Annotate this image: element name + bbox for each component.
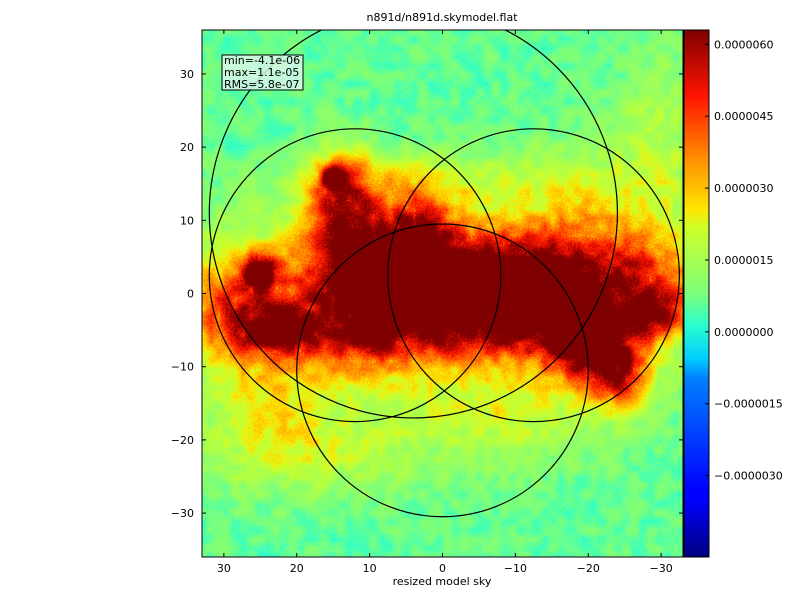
x-tick-label: −10 xyxy=(504,562,527,575)
y-tick-label: 0 xyxy=(187,288,194,301)
stats-max: max=1.1e-05 xyxy=(224,66,299,79)
x-tick-label: 30 xyxy=(217,562,231,575)
colorbar-tick-label: 0.0000000 xyxy=(714,326,774,339)
y-tick-label: 10 xyxy=(180,214,194,227)
x-tick-label: −20 xyxy=(577,562,600,575)
beam-circle xyxy=(208,128,502,423)
chart-title: n891d/n891d.skymodel.flat xyxy=(366,11,518,24)
colorbar-tick-label: 0.0000045 xyxy=(714,110,774,123)
stats-box: min=-4.1e-06 max=1.1e-05 RMS=5.8e-07 xyxy=(221,54,304,91)
colorbar-tick-label: 0.0000060 xyxy=(714,38,774,51)
beam-circle xyxy=(296,223,589,518)
y-tick-label: −10 xyxy=(171,361,194,374)
x-tick-label: 10 xyxy=(363,562,377,575)
x-tick-label: 20 xyxy=(290,562,304,575)
x-axis: 30 20 10 0 −10 −20 −30 xyxy=(217,30,673,575)
colorbar-tick-label: 0.0000030 xyxy=(714,182,774,195)
y-tick-label: 20 xyxy=(180,141,194,154)
stats-rms: RMS=5.8e-07 xyxy=(224,78,300,91)
colorbar-axis: 0.0000060 0.0000045 0.0000030 0.0000015 0.00… xyxy=(705,38,783,483)
heatmap-image xyxy=(202,30,683,557)
colorbar-tick-label: −0.0000015 xyxy=(714,398,783,411)
y-tick-label: 30 xyxy=(180,68,194,81)
beam-circle xyxy=(208,30,618,419)
y-axis: 30 20 10 0 −10 −20 −30 xyxy=(171,68,683,520)
colorbar xyxy=(683,29,710,558)
y-tick-label: −20 xyxy=(171,434,194,447)
colorbar-tick-label: 0.0000015 xyxy=(714,254,774,267)
colorbar-tick-label: −0.0000030 xyxy=(714,470,783,483)
x-axis-label: resized model sky xyxy=(393,575,492,588)
primary-beam-circles xyxy=(208,30,680,518)
beam-circle xyxy=(387,128,680,423)
y-tick-label: −30 xyxy=(171,507,194,520)
x-tick-label: −30 xyxy=(650,562,673,575)
stats-min: min=-4.1e-06 xyxy=(224,54,300,67)
x-tick-label: 0 xyxy=(439,562,446,575)
